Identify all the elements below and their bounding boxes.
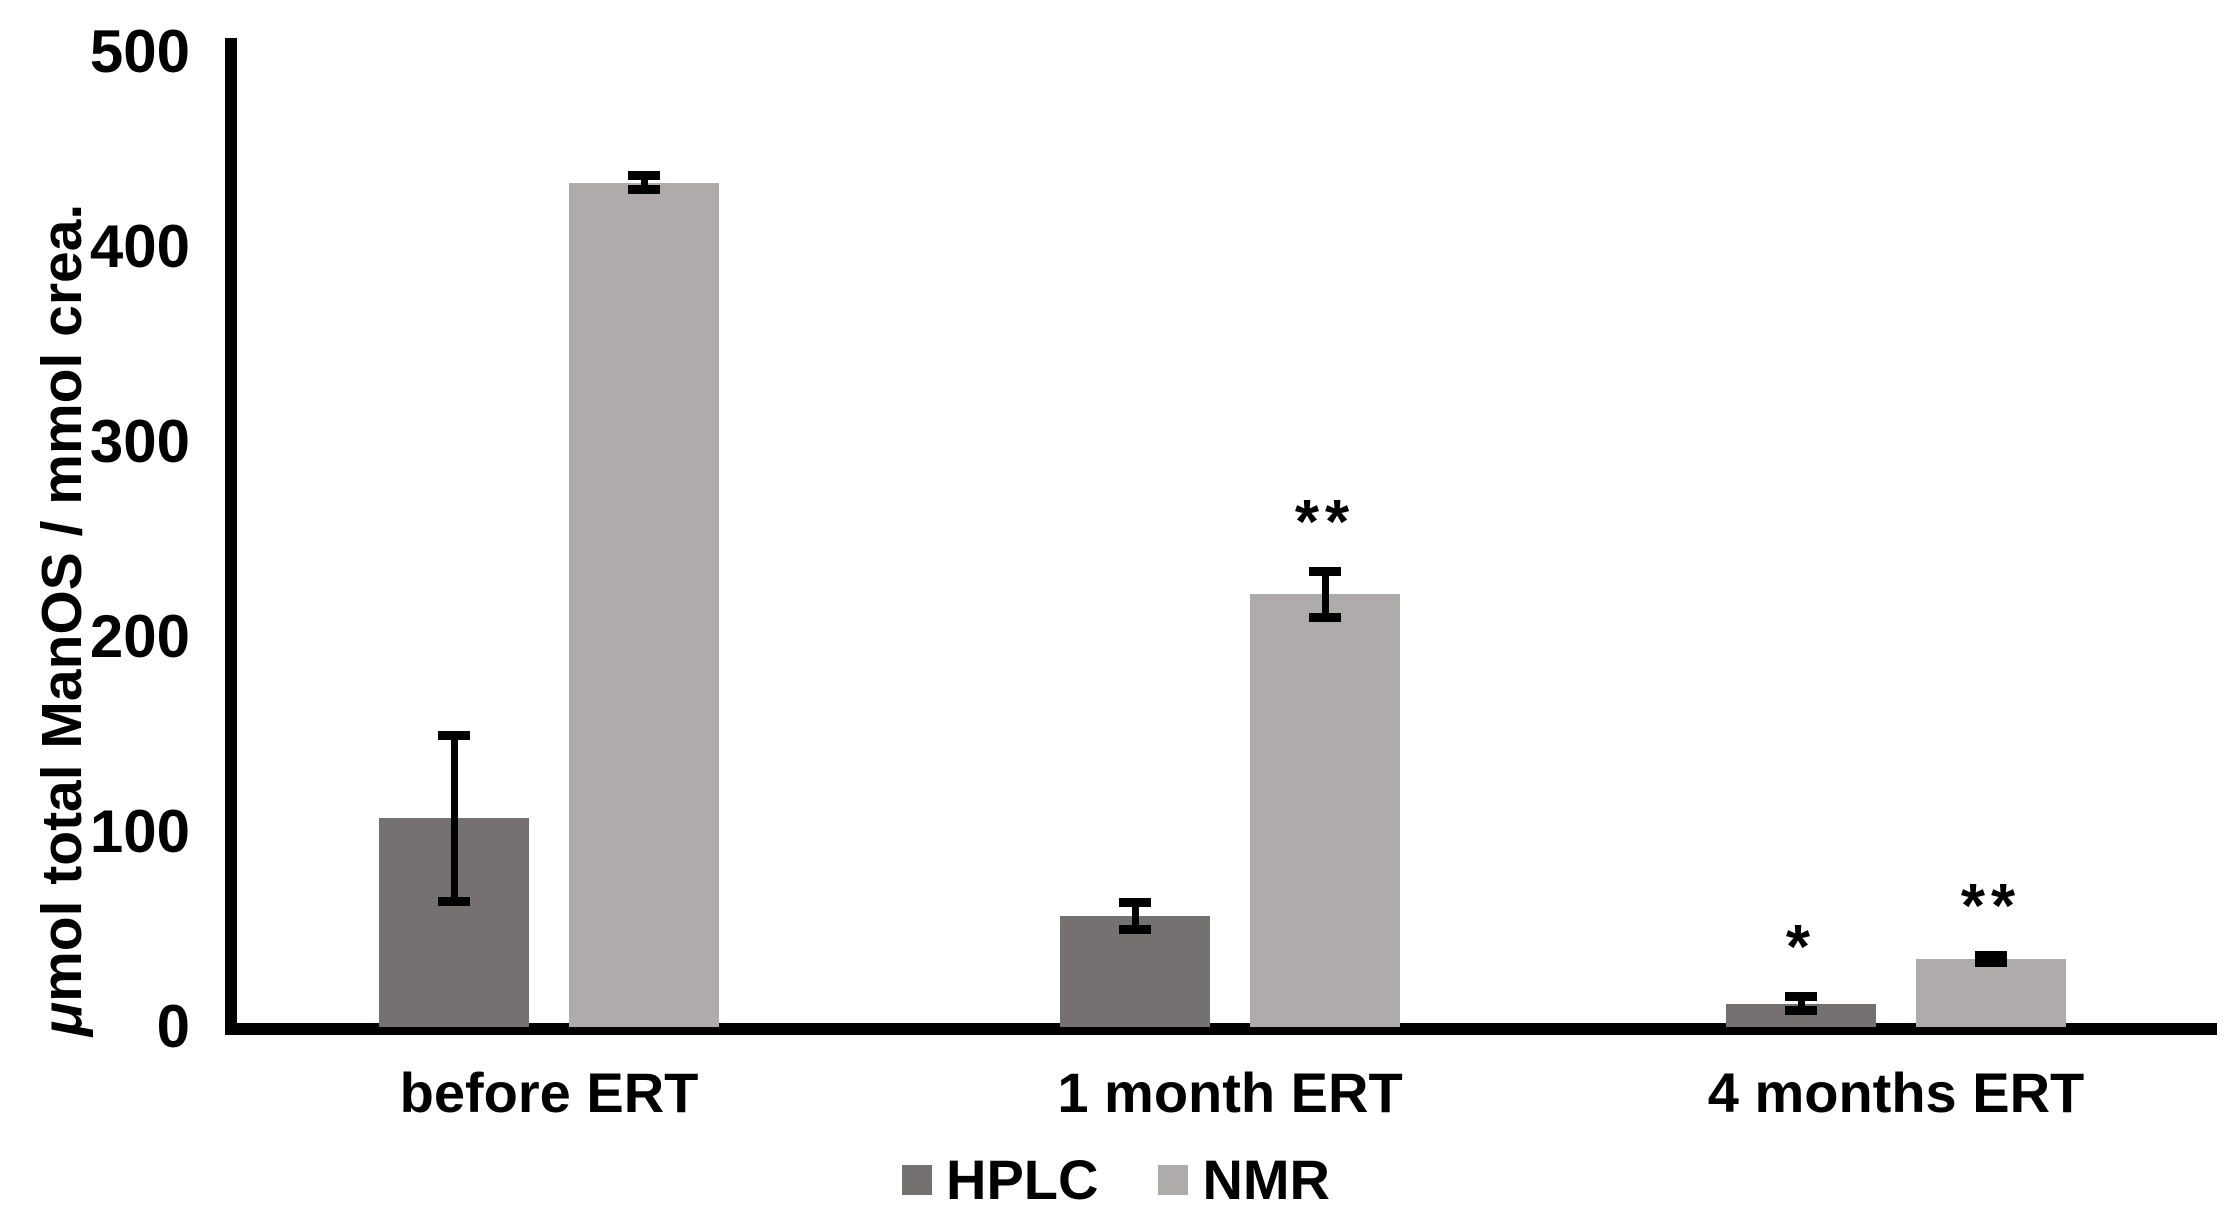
bar-hplc-group2 xyxy=(1060,915,1210,1027)
y-tick-label-400: 400 xyxy=(89,213,190,280)
legend-item-hplc: HPLC xyxy=(902,1152,1098,1208)
error-bar-hplc-group1 xyxy=(438,730,470,907)
significance-label-hplc-group3: * xyxy=(1785,912,1817,982)
bar-nmr-group3 xyxy=(1916,958,2066,1027)
error-cap-bottom xyxy=(628,185,660,195)
x-category-label-2: 1 month ERT xyxy=(1057,1061,1403,1124)
x-category-label-1: before ERT xyxy=(399,1061,699,1124)
error-cap-top xyxy=(1785,991,1817,1001)
error-bar-hplc-group2 xyxy=(1119,898,1151,934)
legend-label-nmr: NMR xyxy=(1202,1148,1330,1211)
y-axis-title-text: mol total ManOS / mmol crea. xyxy=(30,203,94,1002)
error-bar-nmr-group1 xyxy=(628,170,660,195)
error-bar-nmr-group2 xyxy=(1309,566,1341,622)
legend-item-nmr: NMR xyxy=(1158,1152,1330,1208)
error-cap-top xyxy=(1309,566,1341,576)
error-cap-top xyxy=(628,170,660,180)
error-cap-bottom xyxy=(1119,924,1151,934)
y-tick-label-0: 0 xyxy=(156,993,190,1060)
error-cap-bottom xyxy=(1785,1006,1817,1016)
x-category-label-3: 4 months ERT xyxy=(1707,1061,2085,1124)
significance-label-nmr-group3: ** xyxy=(1960,871,2022,941)
legend-label-hplc: HPLC xyxy=(946,1148,1099,1211)
y-axis-line xyxy=(225,38,237,1035)
legend: HPLC NMR xyxy=(0,1152,2232,1208)
error-cap-bottom xyxy=(438,897,470,907)
error-cap-bottom xyxy=(1309,612,1341,622)
y-tick-label-100: 100 xyxy=(89,798,190,865)
legend-swatch-nmr xyxy=(1158,1165,1189,1195)
bar-nmr-group2 xyxy=(1250,594,1400,1027)
error-bar-nmr-group3 xyxy=(1975,950,2007,967)
significance-label-nmr-group2: ** xyxy=(1294,487,1356,557)
error-cap-top xyxy=(438,730,470,740)
error-bar-hplc-group3 xyxy=(1785,991,1817,1016)
error-cap-top xyxy=(1975,950,2007,960)
x-axis-line xyxy=(225,1023,2217,1035)
error-cap-bottom xyxy=(1975,957,2007,967)
y-tick-label-200: 200 xyxy=(89,603,190,670)
y-tick-label-300: 300 xyxy=(89,408,190,475)
bar-nmr-group1 xyxy=(569,182,719,1027)
y-tick-label-500: 500 xyxy=(89,18,190,85)
legend-swatch-hplc xyxy=(902,1165,932,1195)
error-cap-top xyxy=(1119,898,1151,908)
